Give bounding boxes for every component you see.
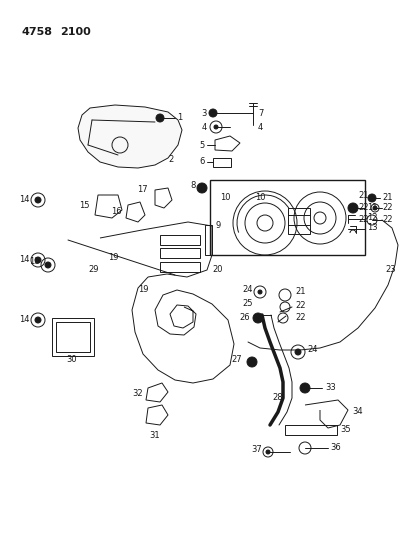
Text: 24: 24 — [242, 286, 253, 295]
Text: 22: 22 — [359, 214, 369, 223]
Text: 14: 14 — [20, 196, 30, 205]
Circle shape — [266, 450, 270, 454]
Text: 20: 20 — [212, 265, 222, 274]
Text: 24: 24 — [307, 345, 317, 354]
Text: 6: 6 — [200, 157, 205, 166]
Circle shape — [247, 357, 257, 367]
Bar — [52, 318, 94, 356]
Text: 36: 36 — [330, 442, 341, 451]
Circle shape — [368, 194, 376, 202]
Text: 18: 18 — [29, 257, 40, 266]
Circle shape — [197, 183, 207, 193]
Circle shape — [156, 114, 164, 122]
Circle shape — [209, 109, 217, 117]
Text: 26: 26 — [239, 313, 250, 322]
Text: 21: 21 — [359, 191, 369, 200]
Text: 4758: 4758 — [22, 27, 53, 37]
Text: 21: 21 — [382, 193, 392, 203]
Text: 11: 11 — [367, 203, 377, 212]
Circle shape — [45, 262, 51, 268]
Text: 9: 9 — [215, 221, 220, 230]
Bar — [160, 262, 200, 272]
Circle shape — [35, 197, 41, 203]
Circle shape — [300, 383, 310, 393]
Text: 29: 29 — [88, 265, 98, 274]
Polygon shape — [78, 105, 182, 168]
Text: 17: 17 — [137, 185, 148, 195]
Text: 28: 28 — [272, 393, 283, 402]
Text: 7: 7 — [258, 109, 264, 118]
Text: 30: 30 — [67, 356, 77, 365]
Text: 34: 34 — [352, 408, 363, 416]
Text: 22: 22 — [295, 313, 306, 322]
Bar — [160, 235, 200, 245]
Bar — [213, 158, 231, 167]
Bar — [288, 208, 310, 234]
Text: 1: 1 — [177, 114, 182, 123]
Text: 10: 10 — [255, 192, 266, 201]
Bar — [56, 322, 90, 352]
Text: 22: 22 — [295, 302, 306, 311]
Text: 2100: 2100 — [60, 27, 91, 37]
Text: 4: 4 — [258, 123, 263, 132]
Text: 10: 10 — [220, 192, 231, 201]
Bar — [210, 180, 365, 255]
Text: 22: 22 — [359, 203, 369, 212]
Text: 19: 19 — [108, 254, 118, 262]
Text: 13: 13 — [367, 223, 378, 232]
Text: 12: 12 — [367, 214, 377, 222]
Text: 32: 32 — [132, 389, 143, 398]
Circle shape — [295, 349, 301, 355]
Text: 22: 22 — [382, 204, 392, 213]
Text: 37: 37 — [251, 446, 262, 455]
Text: 3: 3 — [202, 109, 207, 117]
Text: 33: 33 — [325, 384, 336, 392]
Circle shape — [253, 313, 263, 323]
Text: 22: 22 — [382, 215, 392, 224]
Bar — [160, 248, 200, 258]
Text: 5: 5 — [200, 141, 205, 149]
Bar — [285, 425, 337, 435]
Text: 2: 2 — [168, 156, 173, 165]
Text: 19: 19 — [138, 286, 149, 295]
Text: 27: 27 — [231, 356, 242, 365]
Text: 4: 4 — [202, 123, 207, 132]
Circle shape — [35, 317, 41, 323]
Text: 31: 31 — [150, 431, 160, 440]
Text: 35: 35 — [340, 425, 350, 434]
Circle shape — [35, 257, 41, 263]
Text: 8: 8 — [191, 181, 196, 190]
Text: 14: 14 — [20, 255, 30, 264]
Text: 21: 21 — [295, 287, 306, 296]
Circle shape — [214, 125, 218, 129]
Circle shape — [348, 203, 358, 213]
Text: 14: 14 — [20, 316, 30, 325]
Text: 25: 25 — [242, 300, 253, 309]
Text: 23: 23 — [385, 265, 396, 274]
Circle shape — [373, 206, 377, 210]
Circle shape — [258, 290, 262, 294]
Text: 15: 15 — [80, 200, 90, 209]
Text: 16: 16 — [111, 207, 122, 216]
